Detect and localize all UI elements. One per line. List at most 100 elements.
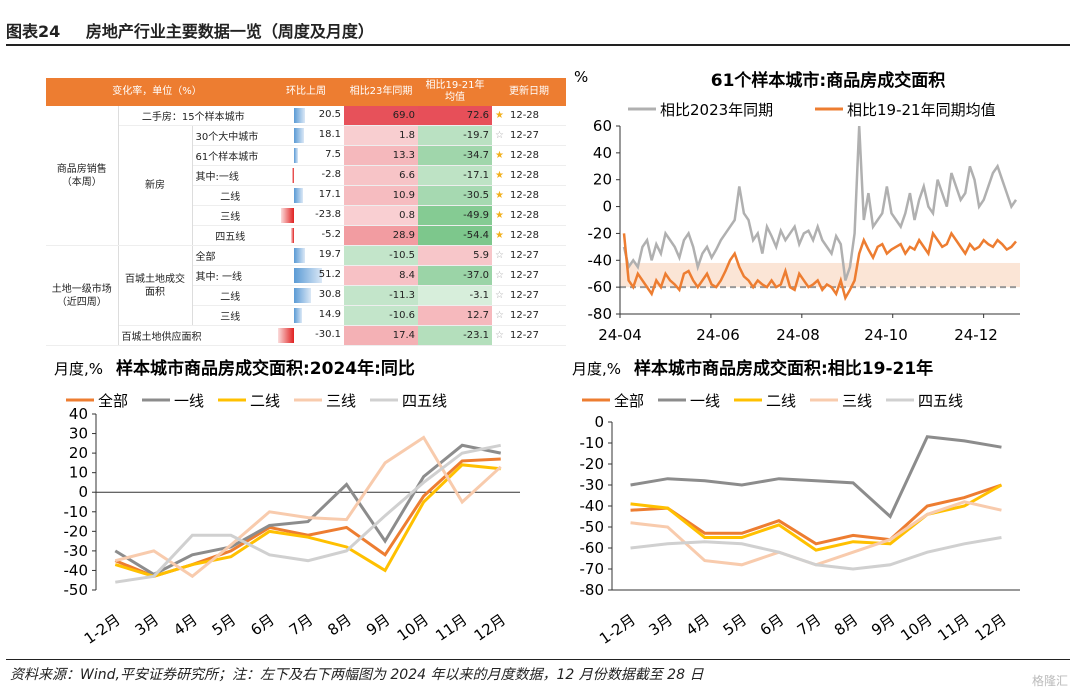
legend-label: 四五线 (918, 392, 963, 410)
x-tick-label: 24-06 (696, 326, 740, 344)
wow-bar (294, 288, 311, 303)
y-tick-label: -70 (580, 560, 605, 578)
x-tick-label: 5月 (209, 611, 239, 640)
series-line (115, 443, 502, 584)
wow-value: 51.2 (318, 269, 341, 280)
table-row: 二线 17.1 10.9 -30.5 ★ 12-28 (46, 185, 566, 206)
wow-bar (280, 208, 294, 223)
row-label: 全部 (191, 245, 268, 266)
yoy-cell: 69.0 (344, 106, 418, 126)
table-row: 其中: 一线 51.2 8.4 -37.0 ☆ 12-27 (46, 265, 566, 286)
wow-value: 14.9 (318, 309, 341, 320)
wow-bar (291, 228, 294, 243)
table-row: 其中:一线 -2.8 6.6 -17.1 ★ 12-28 (46, 165, 566, 186)
x-tick-label: 9月 (363, 611, 393, 640)
update-date: 12-27 (509, 290, 540, 301)
update-date: 12-27 (509, 250, 540, 261)
wow-cell: 51.2 (268, 265, 344, 286)
x-tick-label: 11月 (432, 611, 470, 645)
legend-label: 四五线 (402, 392, 447, 410)
date-cell: ★ 12-28 (492, 185, 566, 206)
header-yoy: 相比23年同期 (344, 78, 418, 106)
legend-label: 三线 (326, 392, 356, 410)
table-row: 百城土地供应面积 -30.1 17.4 -23.1 ☆ 12-27 (46, 325, 566, 346)
wow-bar (292, 168, 294, 183)
wow-cell: 19.7 (268, 245, 344, 266)
wow-value: 18.1 (318, 129, 341, 140)
bottom-rule (6, 659, 1070, 660)
x-tick-label: 11月 (934, 611, 972, 645)
table-row: 新房 30个大中城市 18.1 1.8 -19.7 ☆ 12-27 (46, 125, 566, 246)
update-date: 12-28 (509, 230, 540, 241)
chart-title: 61个样本城市:商品房成交面积 (711, 70, 945, 91)
yoy-cell: 1.8 (344, 125, 418, 146)
y-tick-label: 10 (69, 464, 88, 482)
axis-unit-label: 月度,% (572, 360, 621, 378)
update-date: 12-28 (509, 110, 540, 121)
wow-value: 20.5 (318, 109, 341, 120)
top-rule (6, 44, 1070, 46)
axis-unit-label: 月度,% (54, 360, 103, 378)
series-line (630, 435, 1002, 519)
y-tick-label: -50 (580, 518, 605, 536)
yoy-cell: 28.9 (344, 225, 418, 246)
vs1921-cell: 5.9 (418, 245, 492, 266)
y-tick-label: 20 (593, 171, 612, 189)
y-tick-label: -30 (64, 542, 89, 560)
wow-value: -23.8 (315, 209, 341, 220)
y-tick-label: -40 (588, 251, 613, 269)
star-filled-icon: ★ (495, 190, 504, 201)
row-label: 百城土地供应面积 (117, 325, 268, 346)
subgroup-label: 新房 (118, 125, 193, 246)
x-tick-label: 24-10 (864, 326, 908, 344)
update-date: 12-28 (509, 210, 540, 221)
wow-cell: 20.5 (268, 106, 344, 126)
header-unit: 变化率，单位（%） (46, 78, 268, 106)
series-line (630, 483, 1003, 552)
wow-bar (277, 328, 294, 343)
update-date: 12-28 (509, 150, 540, 161)
vs1921-cell: -19.7 (418, 125, 492, 146)
y-tick-label: -20 (580, 455, 605, 473)
x-tick-label: 9月 (868, 611, 898, 640)
y-tick-label: -60 (588, 278, 613, 296)
wow-cell: -5.2 (268, 225, 344, 246)
x-tick-label: 1-2月 (596, 611, 639, 648)
row-label: 三线 (191, 205, 268, 226)
x-tick-label: 7月 (286, 611, 316, 640)
row-label: 其中: 一线 (191, 265, 268, 286)
row-label: 二线 (191, 285, 268, 306)
table-row: 四五线 -5.2 28.9 -54.4 ★ 12-28 (46, 225, 566, 246)
table-row: 61个样本城市 7.5 13.3 -34.7 ★ 12-28 (46, 145, 566, 166)
series-line (622, 125, 1018, 281)
x-tick-label: 12月 (971, 611, 1009, 645)
watermark: 格隆汇 (1031, 674, 1068, 688)
date-cell: ☆ 12-27 (492, 125, 566, 146)
row-label: 61个样本城市 (191, 145, 268, 166)
figure-number: 图表24 (6, 22, 61, 41)
y-tick-label: -80 (580, 581, 605, 599)
date-cell: ★ 12-28 (492, 225, 566, 246)
y-tick-label: 60 (593, 117, 612, 135)
yoy-cell: 8.4 (344, 265, 418, 286)
table-row: 三线 14.9 -10.6 12.7 ☆ 12-27 (46, 305, 566, 326)
y-tick-label: -20 (588, 224, 613, 242)
x-tick-label: 24-12 (954, 326, 998, 344)
x-tick-label: 24-08 (776, 326, 820, 344)
yoy-cell: 6.6 (344, 165, 418, 186)
series-line (622, 230, 1017, 302)
wow-bar (294, 188, 304, 203)
y-tick-label: 20 (69, 444, 88, 462)
date-cell: ★ 12-28 (492, 145, 566, 166)
table-header-row: 变化率，单位（%） 环比上周 相比23年同期 相比19-21年 均值 更新日期 (46, 78, 566, 106)
y-tick-label: -10 (64, 503, 89, 521)
x-tick-label: 10月 (394, 611, 432, 645)
date-cell: ☆ 12-27 (492, 245, 566, 266)
vs1921-cell: -17.1 (418, 165, 492, 186)
legend-label: 相比2023年同期 (660, 101, 773, 119)
legend-label: 一线 (690, 392, 720, 410)
star-outline-icon: ☆ (495, 130, 504, 141)
x-tick-label: 8月 (324, 611, 354, 640)
